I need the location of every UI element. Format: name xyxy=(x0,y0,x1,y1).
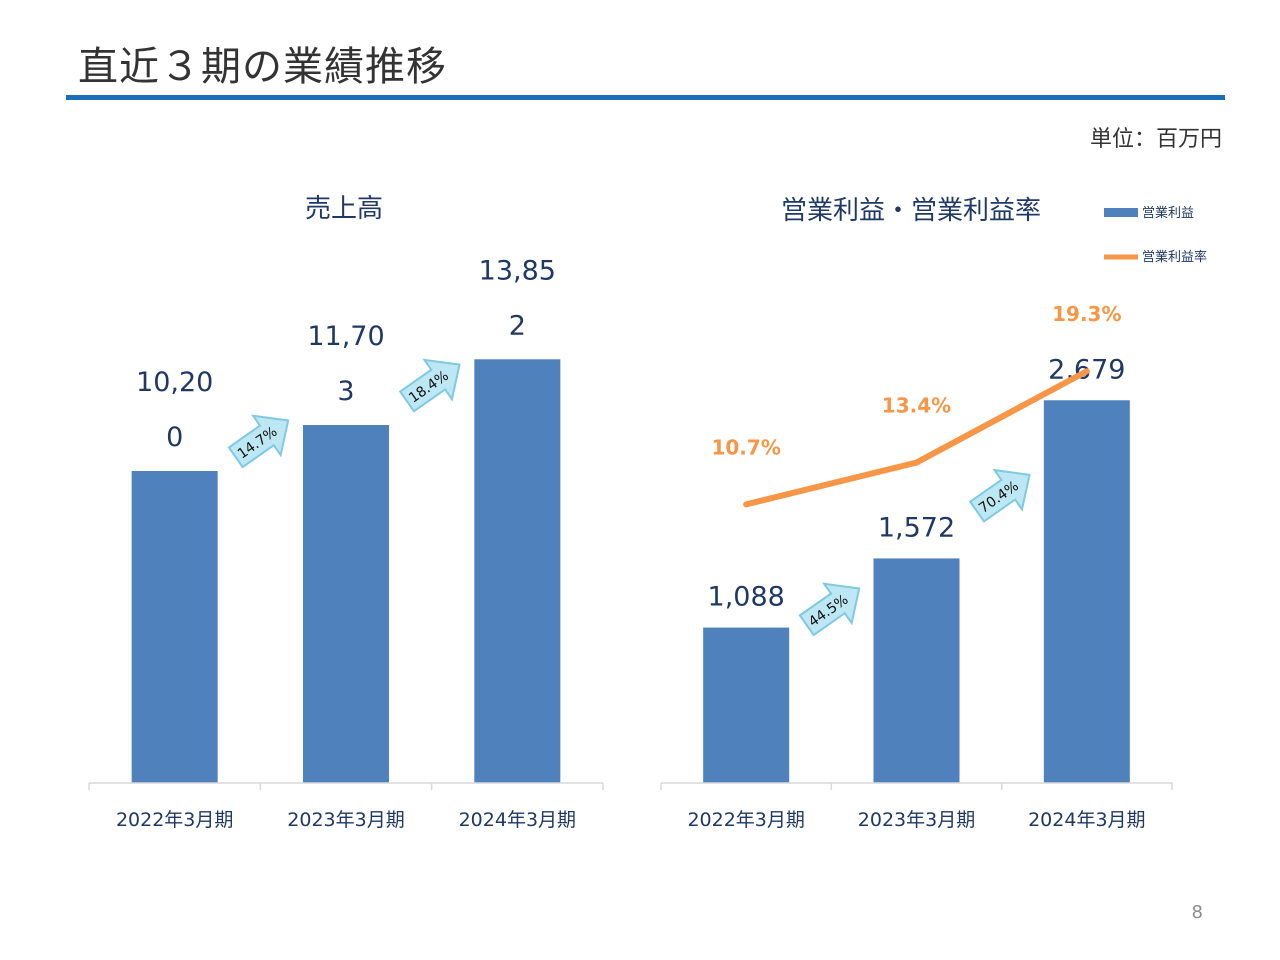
x-tick-label: 2023年3月期 xyxy=(858,809,975,831)
x-tick-label: 2022年3月期 xyxy=(116,809,233,831)
x-tick-label: 2023年3月期 xyxy=(287,809,404,831)
legend-label-line: 営業利益率 xyxy=(1142,249,1207,265)
growth-arrow: 18.4% xyxy=(398,358,461,413)
data-label: 13,85 xyxy=(479,255,556,286)
legend-swatch-bar xyxy=(1104,208,1138,217)
bar xyxy=(131,471,218,783)
x-tick-label: 2022年3月期 xyxy=(687,809,804,831)
data-label: 3 xyxy=(337,376,354,407)
line-data-label: 10.7% xyxy=(711,435,780,459)
bar xyxy=(474,359,561,783)
growth-arrow-shape xyxy=(227,414,290,469)
bar xyxy=(703,627,790,783)
x-tick-label: 2024年3月期 xyxy=(459,809,576,831)
growth-arrow-shape xyxy=(398,358,461,413)
growth-arrow: 14.7% xyxy=(227,414,290,469)
data-label: 1,572 xyxy=(878,512,955,543)
line-data-label: 19.3% xyxy=(1052,302,1121,326)
title-rule xyxy=(66,95,1225,100)
bar xyxy=(303,425,389,783)
growth-arrow-shape xyxy=(798,582,861,637)
line-series-operating-margin xyxy=(743,368,1090,508)
line-data-label: 13.4% xyxy=(882,394,951,418)
legend-label-bar: 営業利益 xyxy=(1142,205,1194,221)
growth-arrow: 44.5% xyxy=(798,582,861,637)
growth-arrow: 70.4% xyxy=(968,468,1031,523)
x-tick-label: 2024年3月期 xyxy=(1028,809,1145,831)
growth-arrow-shape xyxy=(968,468,1031,523)
chart-title-operating-profit: 営業利益・営業利益率 xyxy=(781,196,1042,226)
data-label: 1,088 xyxy=(708,582,785,613)
page-number: 8 xyxy=(1191,902,1203,923)
bar xyxy=(873,558,960,783)
data-label: 0 xyxy=(166,422,183,453)
chart-title-sales: 売上高 xyxy=(305,194,384,224)
data-label: 2 xyxy=(509,310,526,341)
unit-label: 単位：百万円 xyxy=(1089,127,1222,152)
data-label: 11,70 xyxy=(307,321,384,352)
data-label: 10,20 xyxy=(136,367,213,398)
sales-chart: 10,20 0 11,70 3 13,85 2 2022年3月期 2023年3月期 2024年3… xyxy=(88,255,604,831)
slide-title: 直近３期の業績推移 xyxy=(78,44,447,90)
bar xyxy=(1043,400,1130,783)
